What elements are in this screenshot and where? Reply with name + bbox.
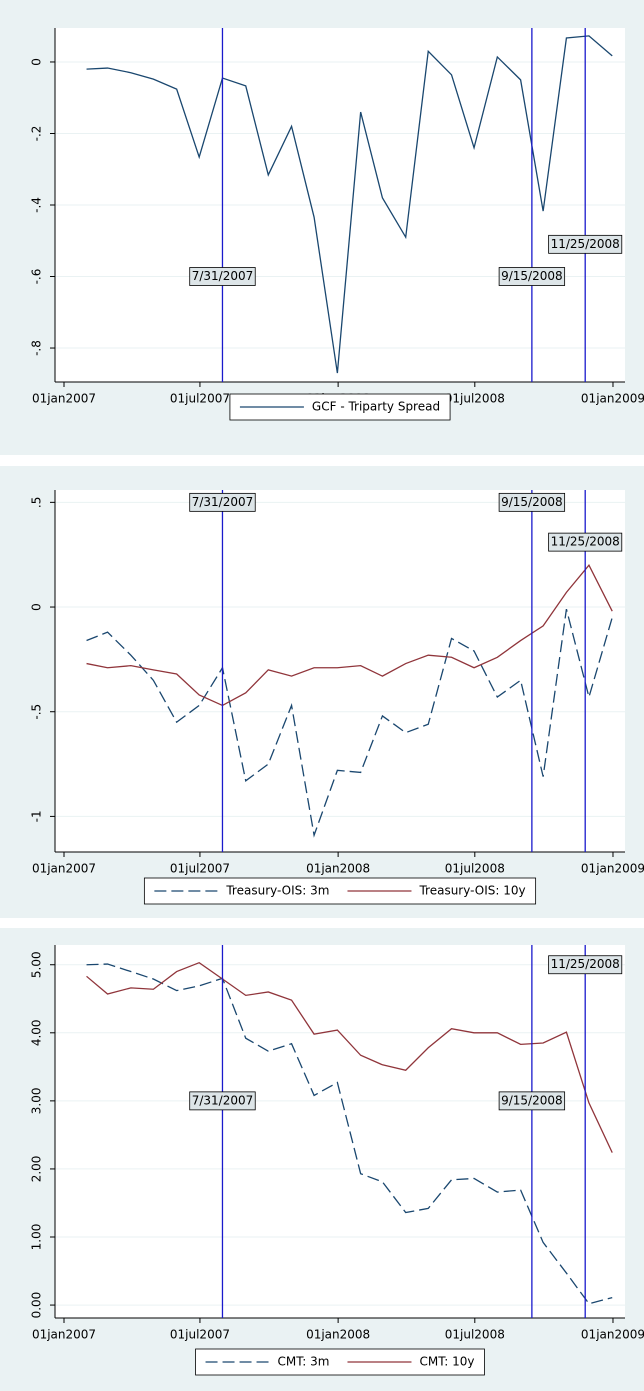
annotation-box <box>189 492 256 512</box>
x-tick-label: 01jan2008 <box>306 862 370 876</box>
x-tick-label: 01jul2007 <box>170 392 230 406</box>
annotation-label: 11/25/2008 <box>551 957 620 971</box>
legend: Treasury-OIS: 3m Treasury-OIS: 10y <box>143 877 537 905</box>
annotation-box <box>498 492 566 512</box>
legend-label: CMT: 10y <box>419 1355 474 1369</box>
series-line <box>86 963 613 1305</box>
annotation-label: 7/31/2007 <box>192 269 254 283</box>
legend-label: Treasury-OIS: 10y <box>418 884 525 898</box>
x-tick-label: 01jan2009 <box>581 1328 644 1342</box>
x-tick-label: 01jan2009 <box>581 862 644 876</box>
legend: CMT: 3m CMT: 10y <box>195 1348 485 1376</box>
y-tick-label: 4.00 <box>30 1019 44 1046</box>
series-line <box>86 563 613 707</box>
legend-label: GCF - Triparty Spread <box>312 400 440 414</box>
y-tick-label: -.2 <box>30 126 44 142</box>
annotation-label: 7/31/2007 <box>192 495 254 509</box>
x-tick-label: 01jan2008 <box>306 1328 370 1342</box>
x-tick-label: 01jul2008 <box>445 392 505 406</box>
y-tick-label: 0 <box>30 58 44 66</box>
annotation-box <box>548 234 623 254</box>
plot-area <box>55 490 625 852</box>
y-tick-label: .5 <box>30 497 44 508</box>
y-tick-label: 0.00 <box>30 1292 44 1319</box>
series-line <box>86 608 613 838</box>
y-tick-label: -.5 <box>30 704 44 720</box>
y-tick-label: -.6 <box>30 269 44 285</box>
y-tick-label: 3.00 <box>30 1088 44 1115</box>
x-tick-label: 01jan2007 <box>32 392 96 406</box>
annotation-box <box>548 532 623 552</box>
x-tick-label: 01jan2009 <box>581 392 644 406</box>
series-line <box>86 35 613 374</box>
annotation-label: 11/25/2008 <box>551 535 620 549</box>
annotation-label: 11/25/2008 <box>551 237 620 251</box>
y-tick-label: 1.00 <box>30 1224 44 1251</box>
plot-area <box>55 945 625 1318</box>
series-line <box>86 961 613 1153</box>
y-tick-label: -.4 <box>30 197 44 213</box>
y-tick-label: -1 <box>30 810 44 822</box>
panel: 5.00 4.00 3.00 2.00 1.00 0.00 01jan2007 01jul20… <box>0 928 644 1391</box>
annotation-box <box>548 955 623 975</box>
y-tick-label: 0 <box>30 603 44 611</box>
annotation-label: 7/31/2007 <box>192 1093 254 1107</box>
x-tick-label: 01jul2008 <box>445 862 505 876</box>
annotation-box <box>498 267 566 286</box>
annotation-box <box>498 1091 566 1111</box>
annotation-box <box>189 267 256 286</box>
x-tick-label: 01jul2007 <box>170 862 230 876</box>
annotation-label: 9/15/2008 <box>501 1093 563 1107</box>
annotation-box <box>189 1091 256 1111</box>
y-tick-label: -.8 <box>30 340 44 356</box>
annotation-label: 9/15/2008 <box>501 269 563 283</box>
y-tick-label: 5.00 <box>30 951 44 978</box>
annotation-label: 9/15/2008 <box>501 495 563 509</box>
legend-label: CMT: 3m <box>278 1355 330 1369</box>
legend-label: Treasury-OIS: 3m <box>225 884 329 898</box>
x-tick-label: 01jul2007 <box>170 1328 230 1342</box>
y-tick-label: 2.00 <box>30 1156 44 1183</box>
x-tick-label: 01jan2007 <box>32 1328 96 1342</box>
x-tick-label: 01jul2008 <box>445 1328 505 1342</box>
panel: 0-.2-.4-.6-.801jan200701jul200701jan2008… <box>0 0 644 455</box>
x-tick-label: 01jan2007 <box>32 862 96 876</box>
panel: .5 0 -.5 -1 01jan2007 01jul2007 01jan2008 01jul… <box>0 466 644 918</box>
legend: GCF - Triparty Spread <box>229 393 451 421</box>
